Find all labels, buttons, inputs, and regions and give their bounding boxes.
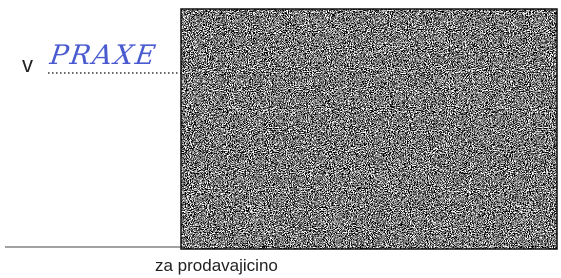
document-fragment: v PRAXE za prodavajicino xyxy=(0,0,561,278)
signature-caption: za prodavajicino xyxy=(155,256,278,275)
prefix-text: v xyxy=(22,52,33,77)
redaction-noise xyxy=(181,9,557,249)
page: v PRAXE za prodavajicino (() => { const … xyxy=(0,0,561,278)
handwritten-entry: PRAXE xyxy=(47,40,159,71)
